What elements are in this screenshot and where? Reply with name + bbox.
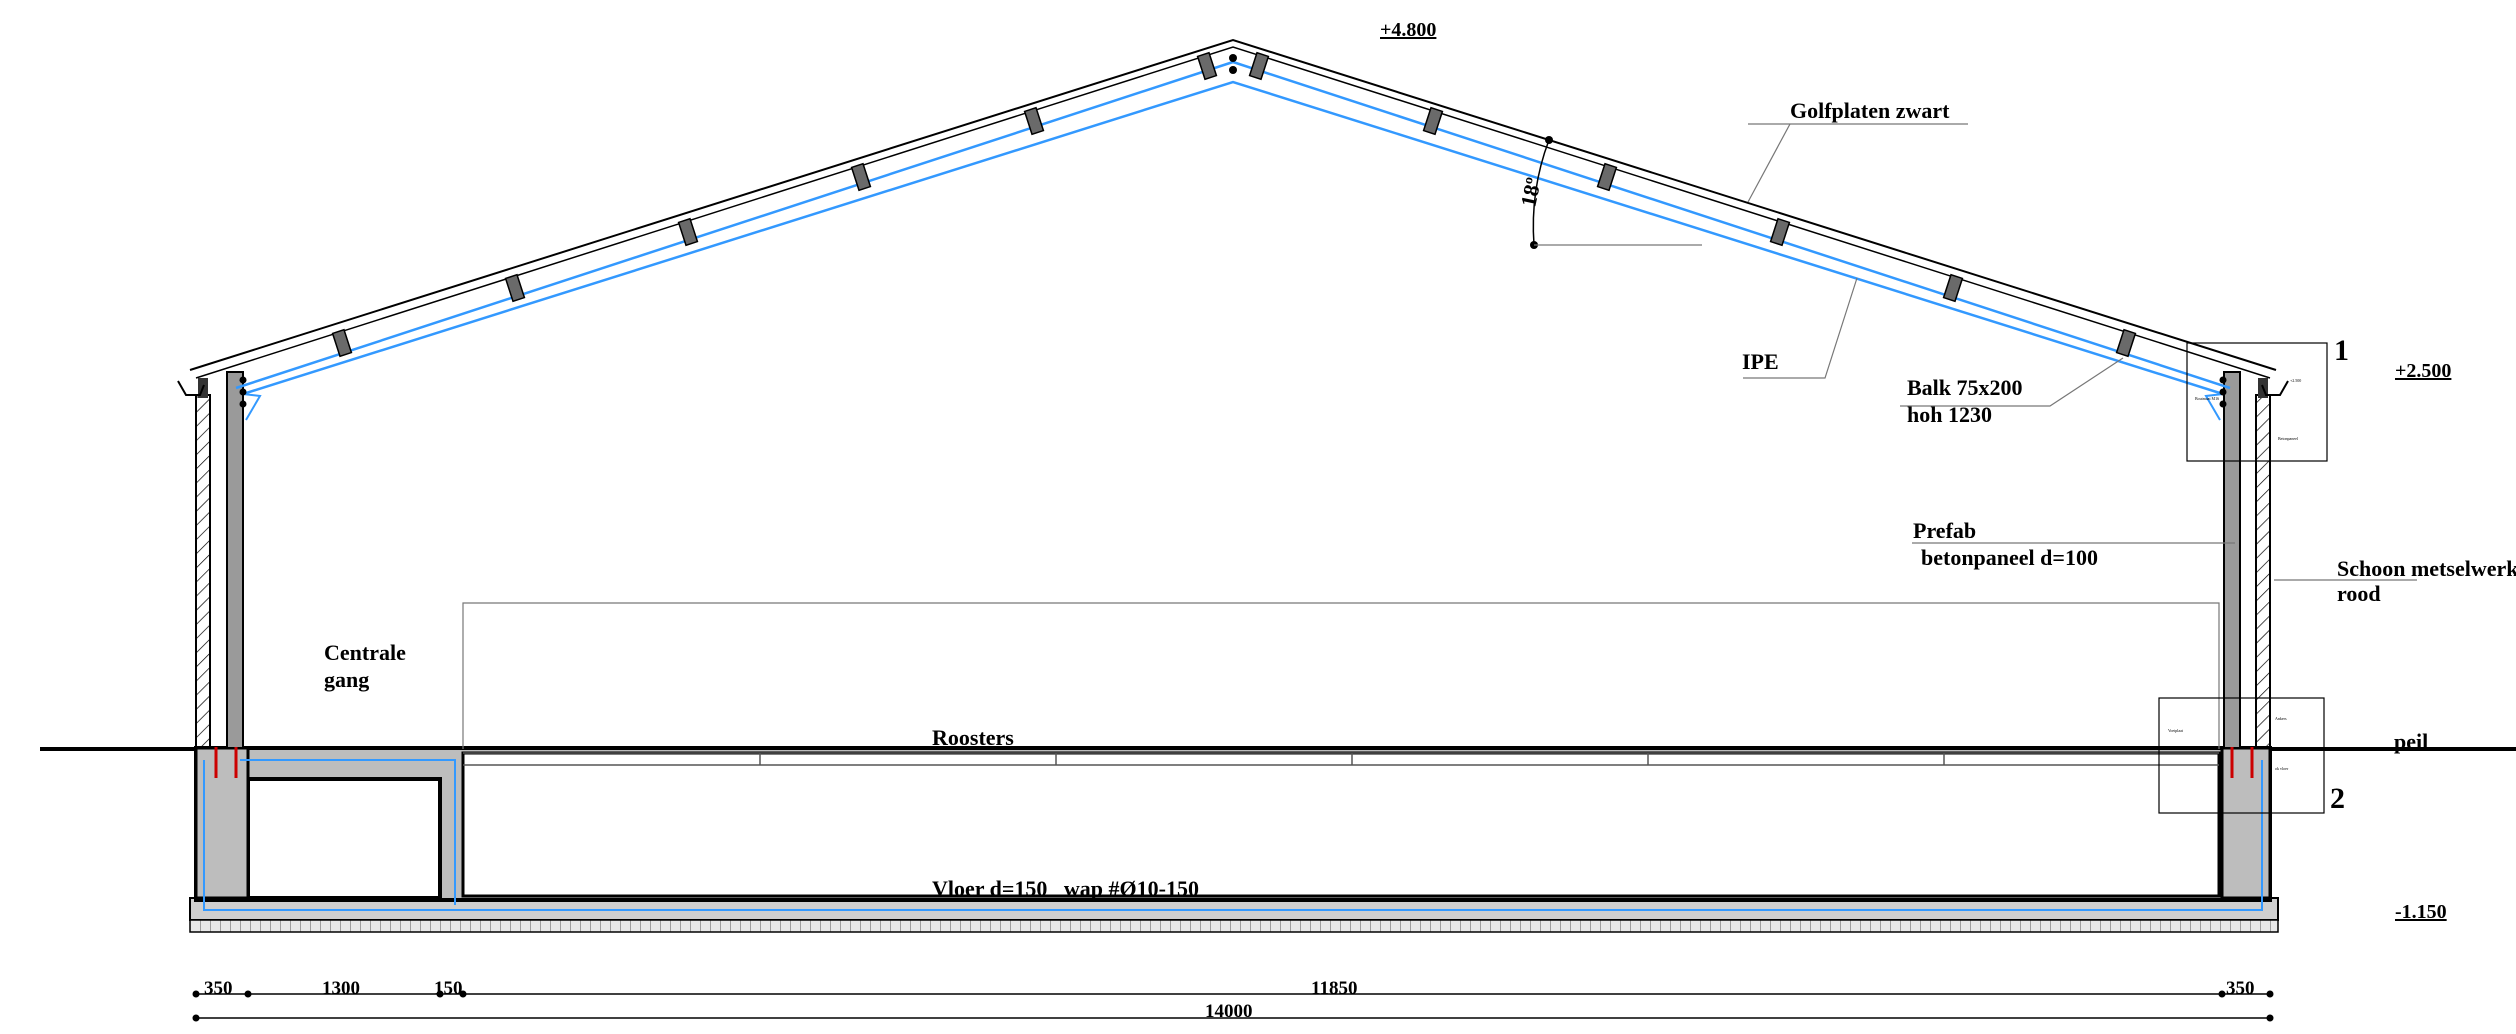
- svg-text:ok vloer: ok vloer: [2275, 766, 2289, 771]
- roof: [189, 38, 2277, 421]
- dimension-total: 14000: [1205, 1001, 1253, 1022]
- label-ipe: IPE: [1742, 349, 1779, 374]
- label-slats: Roosters: [932, 725, 1014, 750]
- label-panel-line1: Prefab: [1913, 518, 1976, 543]
- left-wall: [177, 371, 244, 778]
- level-top: +4.800: [1380, 19, 1436, 41]
- level-ground: peil: [2394, 729, 2428, 754]
- dimension-segment-4: 11850: [1311, 978, 1357, 999]
- detail-number-2: 2: [2330, 782, 2345, 815]
- dimension-segment-3: 150: [434, 978, 463, 999]
- level-bottom: -1.150: [2395, 901, 2447, 923]
- svg-text:Betonpaneel: Betonpaneel: [2278, 436, 2299, 441]
- label-corridor-line1: Centrale: [324, 640, 406, 665]
- roof-angle-indicator: [1530, 136, 1702, 249]
- label-purlin-line1: Balk 75x200: [1907, 375, 2023, 400]
- label-panel-line2: betonpaneel d=100: [1921, 545, 2098, 570]
- detail-box-1: Boutmaat M16 +2.500 Betonpaneel: [2186, 342, 2328, 462]
- svg-text:Boutmaat M16: Boutmaat M16: [2195, 396, 2219, 401]
- detail-number-1: 1: [2334, 334, 2349, 367]
- leader-lines: [1743, 123, 2417, 581]
- label-floor: Vloer d=150 wap #Ø10-150: [932, 876, 1199, 901]
- label-masonry-line2: rood: [2337, 581, 2381, 606]
- svg-text:Ankers: Ankers: [2275, 716, 2287, 721]
- svg-text:Voetplaat: Voetplaat: [2168, 728, 2184, 733]
- label-roof-sheets: Golfplaten zwart: [1790, 98, 1950, 123]
- label-masonry-line1: Schoon metselwerk: [2337, 556, 2516, 581]
- dimension-segment-2: 1300: [322, 978, 360, 999]
- slatted-floor: [462, 602, 2220, 766]
- label-roof-angle: 18º: [1515, 175, 1546, 209]
- dimension-segment-1: 350: [204, 978, 233, 999]
- svg-text:+2.500: +2.500: [2290, 378, 2301, 383]
- right-wall: [2223, 371, 2289, 778]
- label-corridor-line2: gang: [324, 667, 369, 692]
- detail-box-2: Voetplaat Ankers ok vloer: [2158, 697, 2325, 814]
- label-purlin-line2: hoh 1230: [1907, 402, 1992, 427]
- foundation: [189, 746, 2279, 933]
- dimension-lines: [192, 990, 2274, 1022]
- level-eave: +2.500: [2395, 360, 2451, 382]
- dimension-segment-5: 350: [2226, 978, 2255, 999]
